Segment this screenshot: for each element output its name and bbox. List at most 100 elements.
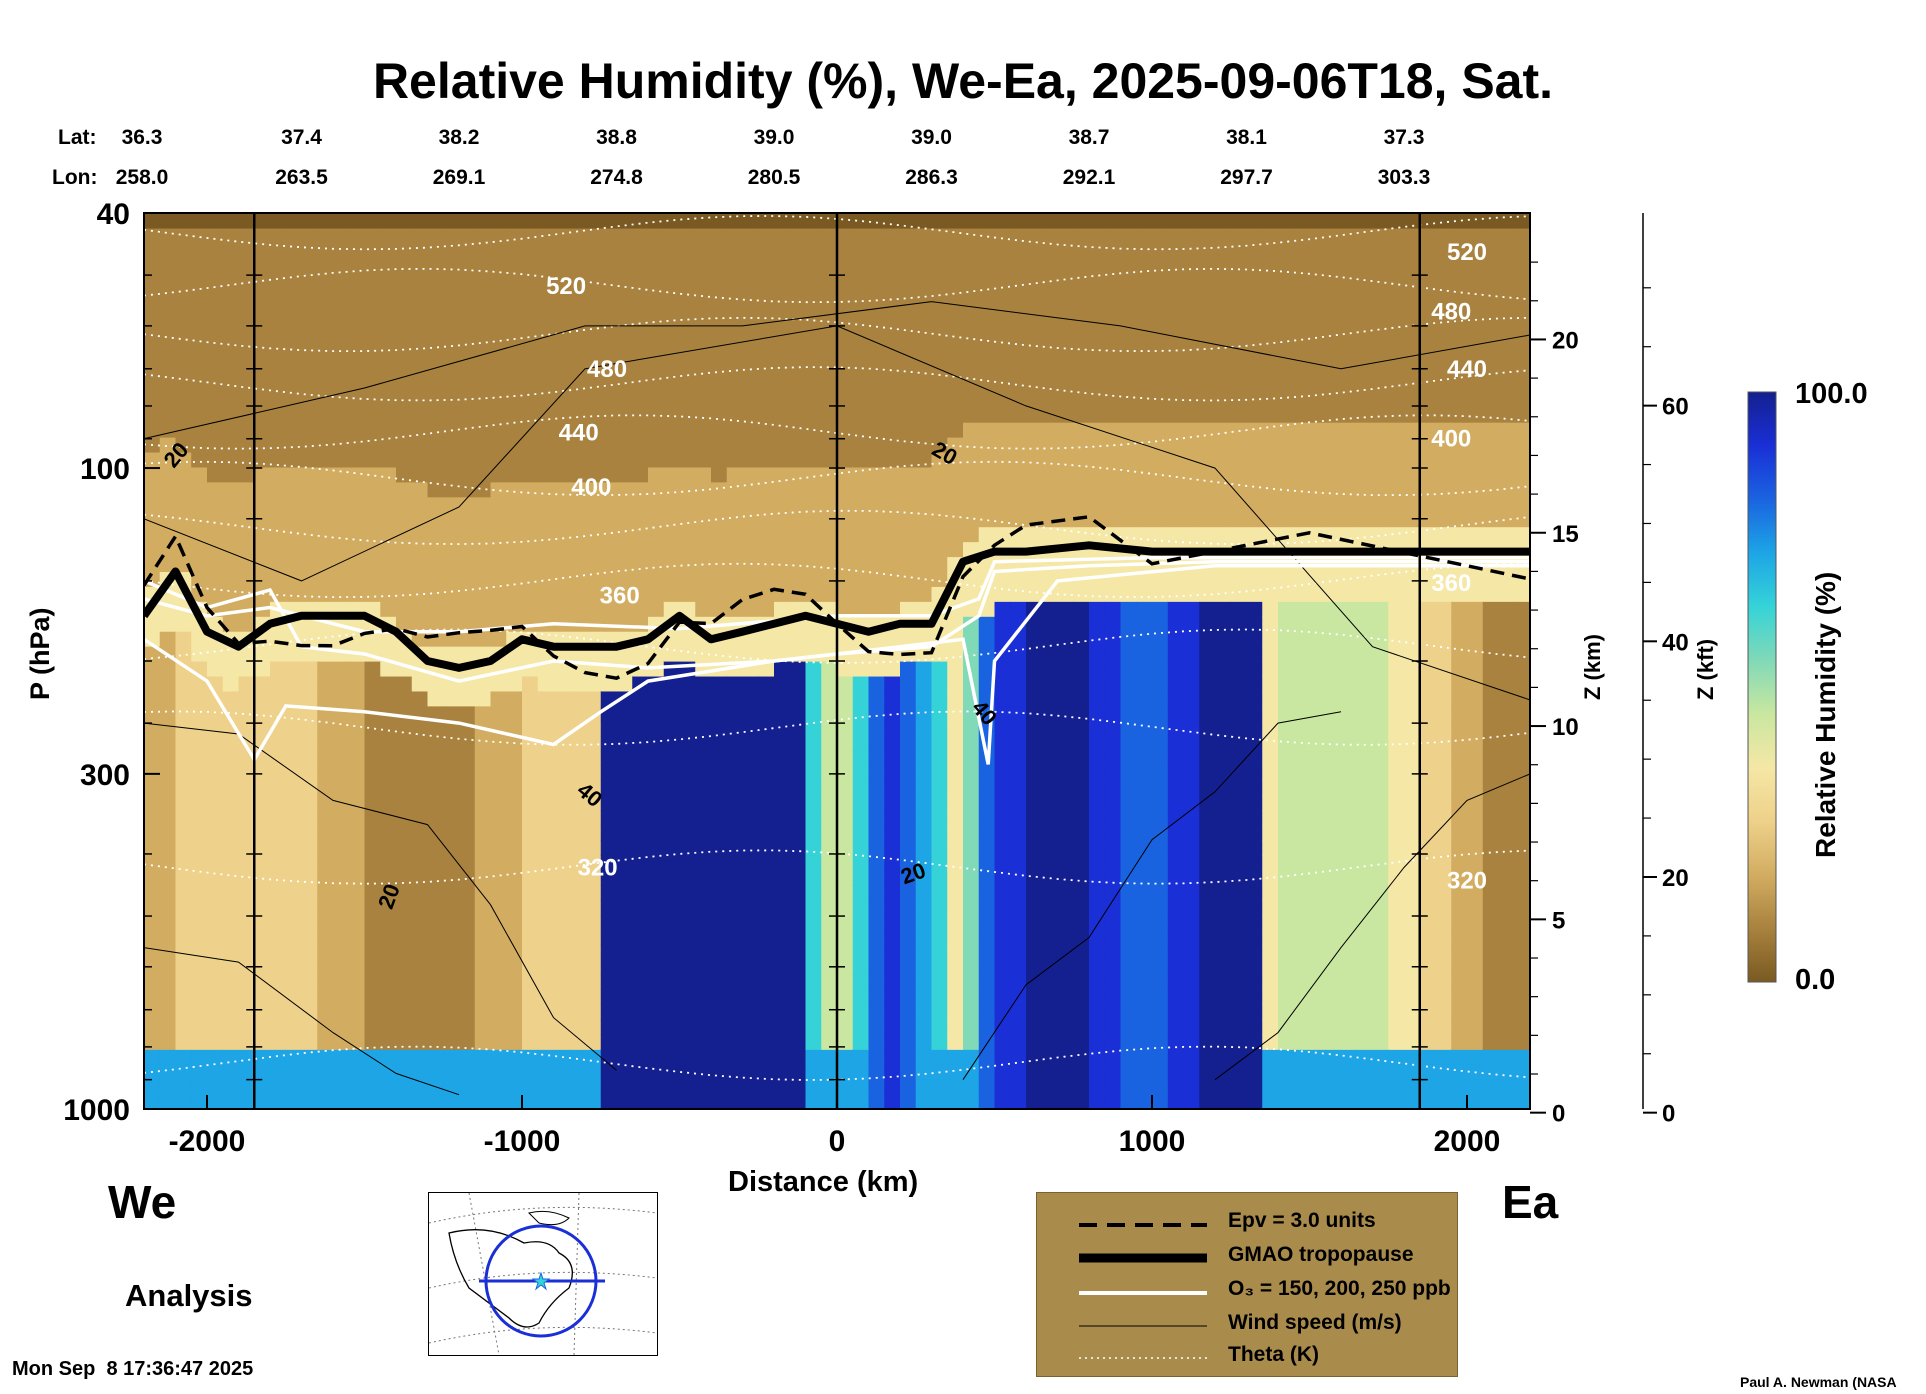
field-cell	[1041, 317, 1059, 334]
field-cell	[868, 855, 885, 871]
field-cell	[600, 750, 618, 767]
field-cell	[1325, 989, 1342, 1006]
field-cell	[994, 511, 1011, 528]
field-cell	[805, 780, 822, 796]
field-cell	[1230, 1064, 1248, 1080]
field-cell	[837, 601, 854, 617]
field-cell	[884, 795, 901, 811]
field-cell	[1278, 661, 1295, 677]
field-cell	[978, 317, 996, 334]
field-cell	[758, 1094, 775, 1109]
field-cell	[663, 855, 681, 871]
field-cell	[679, 780, 696, 796]
field-cell	[222, 1049, 240, 1065]
field-cell	[1309, 735, 1326, 752]
field-cell	[1278, 944, 1295, 961]
field-cell	[1246, 571, 1263, 587]
field-cell	[459, 377, 476, 393]
field-cell	[1010, 750, 1027, 767]
field-cell	[522, 810, 539, 826]
field-cell	[270, 810, 287, 826]
field-cell	[915, 989, 933, 1006]
field-cell	[396, 780, 413, 796]
field-cell	[1419, 1004, 1437, 1020]
field-cell	[1435, 466, 1452, 483]
field-cell	[1199, 780, 1216, 796]
field-cell	[1136, 989, 1153, 1006]
field-cell	[1419, 302, 1437, 319]
field-cell	[963, 855, 980, 871]
field-cell	[301, 675, 318, 692]
field-cell	[1246, 422, 1263, 438]
field-cell	[1388, 257, 1405, 274]
field-cell	[774, 392, 791, 408]
field-cell	[459, 944, 476, 961]
field-cell	[1136, 944, 1153, 961]
field-cell	[1010, 407, 1027, 423]
field-cell	[1026, 1094, 1043, 1109]
field-cell	[758, 287, 775, 304]
field-cell	[1341, 1094, 1358, 1109]
field-cell	[711, 272, 728, 289]
field-cell	[1104, 1034, 1122, 1050]
field-cell	[774, 989, 791, 1006]
field-cell	[537, 526, 555, 543]
field-cell	[600, 407, 618, 423]
field-cell	[742, 1049, 759, 1065]
field-cell	[742, 466, 759, 483]
field-cell	[1278, 437, 1295, 453]
field-cell	[301, 855, 318, 871]
field-cell	[1010, 1049, 1027, 1065]
lat-value: 38.2	[438, 126, 480, 149]
field-cell	[1199, 347, 1216, 363]
field-cell	[459, 257, 476, 274]
field-cell	[726, 437, 744, 453]
field-cell	[679, 750, 696, 767]
field-cell	[1073, 466, 1090, 483]
field-cell	[1057, 959, 1074, 976]
field-cell	[1372, 1079, 1389, 1095]
field-cell	[711, 646, 728, 662]
field-cell	[1293, 675, 1311, 692]
field-cell	[333, 1034, 350, 1050]
field-cell	[396, 959, 413, 976]
field-cell	[348, 765, 366, 782]
field-cell	[380, 810, 397, 826]
field-cell	[490, 422, 507, 438]
field-cell	[789, 287, 807, 304]
field-cell	[742, 227, 759, 244]
field-cell	[474, 257, 492, 274]
field-cell	[222, 1094, 240, 1109]
humidity-field	[144, 213, 1530, 1109]
field-cell	[1167, 705, 1185, 722]
field-cell	[333, 466, 350, 483]
field-cell	[585, 974, 602, 991]
field-cell	[1089, 855, 1106, 871]
field-cell	[474, 765, 492, 782]
field-cell	[947, 257, 964, 274]
field-cell	[868, 571, 885, 587]
field-cell	[301, 1094, 318, 1109]
field-cell	[1372, 646, 1389, 662]
field-cell	[348, 571, 366, 587]
field-cell	[254, 377, 271, 393]
field-cell	[1167, 242, 1185, 259]
field-cell	[663, 929, 681, 946]
field-cell	[868, 481, 885, 498]
field-cell	[569, 974, 586, 991]
field-cell	[1199, 1094, 1216, 1109]
field-cell	[805, 959, 822, 976]
field-cell	[1246, 974, 1263, 991]
field-cell	[1309, 989, 1326, 1006]
field-cell	[994, 1094, 1011, 1109]
field-cell	[774, 661, 791, 677]
field-cell	[506, 437, 523, 453]
field-cell	[931, 377, 948, 393]
field-cell	[821, 571, 838, 587]
field-cell	[380, 601, 397, 617]
field-cell	[1199, 242, 1216, 259]
field-cell	[1309, 407, 1326, 423]
field-cell	[474, 1034, 492, 1050]
field-cell	[159, 541, 177, 558]
field-cell	[270, 855, 287, 871]
